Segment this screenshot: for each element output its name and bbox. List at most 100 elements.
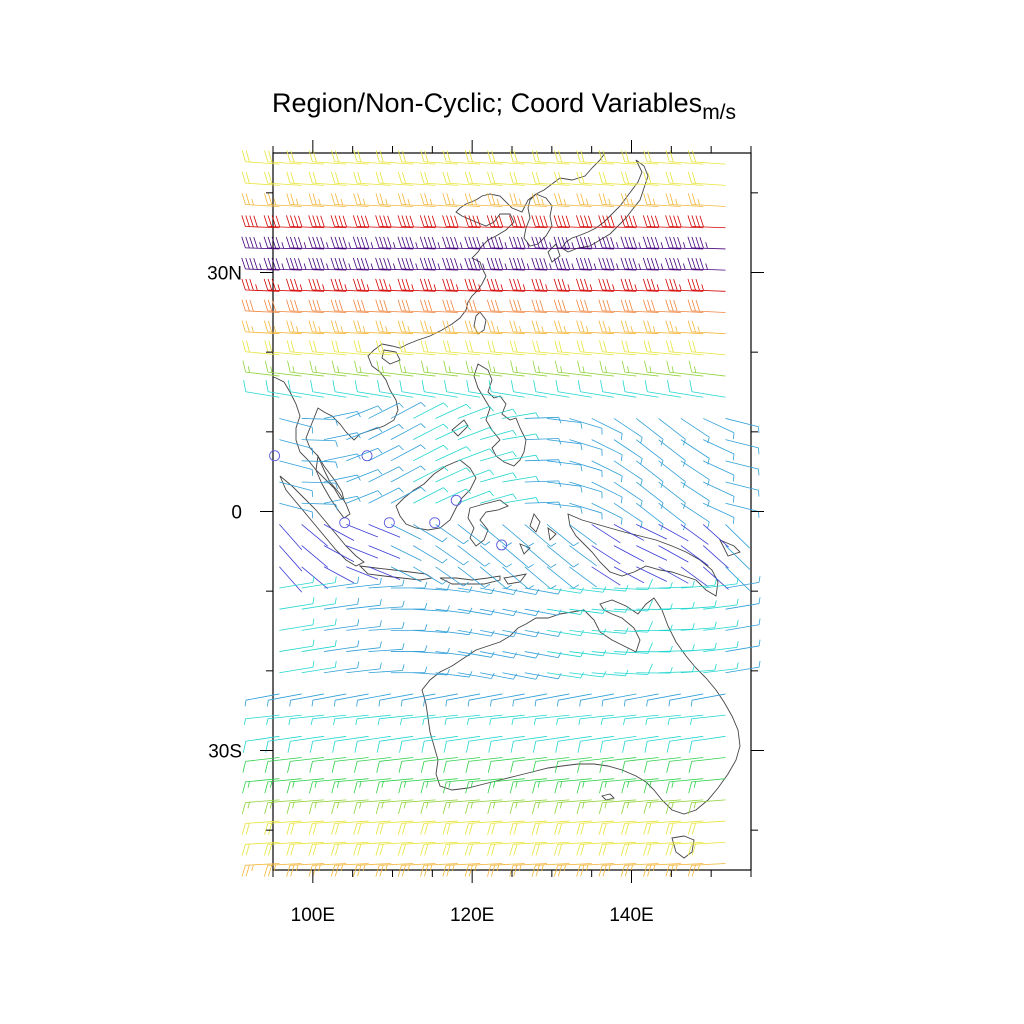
wind-barb (444, 736, 480, 752)
wind-barb (689, 758, 726, 773)
wind-barb (688, 800, 725, 814)
wind-barb (279, 640, 314, 652)
wind-barb (547, 440, 582, 450)
wind-barb (688, 842, 725, 855)
coastline-philippines (452, 364, 526, 466)
wind-barb (458, 588, 494, 594)
wind-barb (569, 546, 596, 566)
wind-barb (569, 524, 596, 544)
wind-barb (244, 380, 280, 397)
wind-barb (346, 427, 382, 440)
wind-barb (266, 380, 302, 397)
wind-barb (346, 406, 382, 419)
wind-barb (592, 461, 622, 482)
wind-barb (480, 673, 516, 679)
wind-barb (302, 576, 337, 588)
wind-barb (488, 361, 524, 376)
wind-barb (599, 321, 636, 334)
wind-barb (480, 652, 516, 658)
wind-barb (369, 664, 405, 672)
wind-barb (369, 622, 405, 630)
wind-barb (533, 361, 569, 376)
wind-barb (324, 546, 354, 562)
wind-barb (422, 380, 458, 397)
wind-barb (356, 715, 391, 725)
wind-barb (346, 469, 382, 482)
wind-barb (622, 361, 658, 376)
wind-barb (666, 779, 703, 793)
wind-barb (243, 779, 280, 793)
wind-barb (369, 488, 404, 503)
wind-barb (288, 380, 324, 397)
wind-barb (445, 715, 480, 725)
wind-barb (332, 758, 369, 773)
wind-barb (614, 503, 642, 528)
wind-barb (243, 361, 279, 376)
wind-barb (324, 598, 359, 609)
wind-barb (302, 598, 337, 610)
wind-barb (534, 380, 570, 397)
wind-barb (690, 736, 726, 752)
wind-barb (644, 758, 681, 773)
wind-barb (525, 502, 561, 508)
wind-barb (688, 821, 725, 835)
wind-barb (688, 215, 726, 227)
wind-barb (502, 413, 538, 419)
wind-barb (354, 758, 391, 773)
wind-barb (422, 736, 458, 752)
wind-barb (346, 599, 381, 609)
wind-barb (413, 524, 447, 541)
wind-barb (623, 715, 658, 725)
wind-barb (622, 779, 659, 793)
wind-barb (688, 258, 726, 270)
wind-barb (391, 582, 427, 588)
wind-barb (242, 321, 279, 334)
wind-barb (578, 380, 614, 397)
coastline-sulawesi (468, 500, 508, 546)
wind-barb (667, 758, 704, 773)
wind-barb (465, 321, 502, 334)
wind-barb (578, 736, 614, 752)
wind-barb (333, 380, 369, 397)
wind-barb (534, 715, 569, 725)
wind-barb (369, 467, 404, 482)
wind-barb (636, 482, 663, 509)
wind-barb (614, 546, 644, 562)
wind-barb (413, 445, 448, 461)
chart-title-main: Region/Non-Cyclic; Coord Variables (272, 88, 702, 118)
wind-barb (592, 503, 622, 524)
wind-barb (376, 321, 413, 334)
chart-title-units: m/s (702, 101, 736, 124)
wind-barb (547, 588, 583, 594)
wind-barb (623, 736, 659, 752)
wind-barb (532, 321, 569, 334)
wind-barb (688, 193, 725, 206)
wind-barb (310, 361, 346, 376)
wind-barb (688, 300, 725, 313)
wind-barb (614, 440, 642, 465)
wind-barb (511, 380, 547, 397)
wind-barb (480, 524, 512, 546)
wind-barb (726, 640, 761, 652)
wind-barb (446, 694, 480, 707)
wind-barb (245, 694, 279, 707)
wind-barb (480, 630, 516, 636)
wind-barb (413, 546, 447, 563)
wind-barb (502, 455, 538, 461)
wind-barb (502, 498, 538, 504)
wind-barb (311, 715, 346, 725)
wind-barb (400, 380, 436, 397)
wind-barb (444, 758, 481, 773)
wind-barb (302, 640, 337, 652)
wind-barb (399, 361, 435, 376)
wind-barb (502, 476, 538, 482)
wind-barb (726, 597, 761, 609)
wind-barb (244, 715, 279, 725)
wind-barb (290, 694, 324, 707)
wind-barb (302, 661, 337, 673)
wind-barb (556, 380, 592, 397)
wind-barb (354, 321, 391, 334)
wind-barb (466, 361, 502, 376)
wind-barb (547, 630, 583, 636)
wind-barb (525, 460, 561, 466)
